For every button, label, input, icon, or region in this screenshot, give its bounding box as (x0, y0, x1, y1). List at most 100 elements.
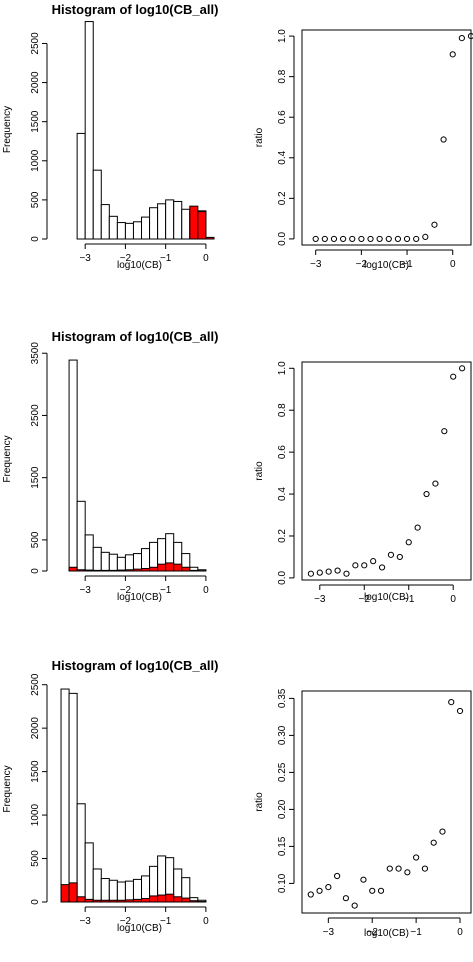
scatter-point-4-13 (423, 490, 430, 498)
highlight-bar-5-11 (149, 895, 159, 903)
hist-bar-3-10 (149, 541, 159, 572)
scatter-point-2-12 (422, 233, 429, 240)
scatter-point-6-12 (413, 854, 420, 861)
y-axis-label-3: Frequency (2, 435, 13, 482)
x-tick-label-3-1: −2 (120, 585, 132, 596)
y-tick-label-2-4: 0.8 (277, 69, 288, 83)
highlight-bar-5-14 (173, 896, 183, 903)
hist-bar-1-12 (173, 200, 183, 240)
highlight-bar-3-13 (173, 563, 183, 572)
scatter-point-4-17 (459, 365, 466, 372)
chart-title-1: Histogram of log10(CB_all) (52, 2, 219, 17)
scatter-point-6-2 (325, 884, 332, 891)
x-axis-label-5: log10(CB) (117, 923, 162, 934)
scatter-point-6-14 (430, 839, 437, 846)
highlight-bar-3-2 (84, 569, 94, 572)
highlight-bar-3-0 (68, 566, 78, 572)
scatter-point-2-1 (321, 235, 328, 243)
scatter-point-4-11 (405, 539, 412, 546)
hist-bar-3-7 (124, 554, 134, 572)
y-tick-label-3-2: 1500 (30, 466, 41, 489)
x-tick-label-5-3: 0 (203, 916, 209, 927)
hist-bar-5-1 (68, 692, 78, 903)
highlight-bar-5-9 (132, 898, 143, 903)
y-tick-label-2-2: 0.4 (277, 150, 288, 164)
hist-bar-5-5 (100, 878, 110, 903)
y-tick-label-6-2: 0.20 (277, 799, 288, 819)
scatter-point-2-6 (367, 235, 374, 243)
highlight-bar-3-12 (165, 562, 175, 572)
hist-bar-3-4 (100, 551, 110, 572)
hist-bar-1-2 (92, 169, 102, 240)
x-tick-label-6-0: −3 (323, 927, 335, 938)
scatter-point-6-13 (421, 865, 429, 872)
highlight-bar-5-6 (108, 899, 118, 903)
scatter-point-6-15 (439, 828, 446, 835)
y-tick-label-6-1: 0.15 (277, 836, 288, 856)
y-axis-label-2: ratio (254, 127, 265, 147)
scatter-point-4-8 (378, 564, 386, 571)
y-tick-label-3-0: 0 (30, 568, 41, 574)
hist-bar-3-3 (92, 546, 102, 572)
highlight-bar-5-13 (165, 893, 175, 903)
scatter-point-4-2 (325, 568, 332, 575)
hist-bar-1-5 (116, 222, 126, 240)
x-tick-label-3-0: −3 (79, 585, 91, 596)
x-tick-label-3-2: −1 (160, 585, 172, 596)
hist-bar-1-3 (100, 204, 110, 240)
hist-bar-1-10 (157, 203, 167, 240)
scatter-point-6-16 (448, 699, 455, 706)
y-tick-label-5-2: 1000 (30, 804, 41, 827)
hist-bar-3-1 (76, 500, 86, 572)
x-tick-label-2-2: −1 (401, 259, 413, 270)
scatter-point-2-3 (340, 235, 347, 243)
hist-bar-5-9 (132, 878, 143, 903)
y-tick-label-4-2: 0.4 (277, 487, 288, 501)
highlight-bar-5-15 (181, 897, 191, 903)
highlight-bar-3-3 (92, 569, 102, 572)
x-tick-label-4-0: −3 (314, 594, 326, 605)
highlight-bar-5-16 (189, 900, 199, 903)
y-tick-label-1-2: 1000 (30, 149, 41, 172)
highlight-bar-1-16 (205, 236, 215, 240)
y-tick-label-6-5: 0.35 (277, 688, 288, 708)
scatter-point-2-13 (431, 221, 438, 228)
scatter-point-4-12 (414, 524, 421, 531)
y-tick-label-1-3: 1500 (30, 110, 41, 133)
x-tick-label-1-0: −3 (79, 253, 91, 264)
scatter-point-6-11 (404, 869, 411, 876)
x-tick-label-1-3: 0 (203, 253, 209, 264)
y-tick-label-5-5: 2500 (30, 673, 41, 696)
highlight-bar-5-0 (60, 884, 70, 903)
y-tick-label-4-3: 0.6 (277, 445, 288, 459)
y-tick-label-2-1: 0.2 (277, 191, 288, 205)
plot-box-6 (301, 690, 472, 914)
x-tick-label-6-2: −1 (410, 927, 422, 938)
y-tick-label-4-0: 0.0 (277, 571, 288, 585)
highlight-bar-5-3 (84, 898, 94, 903)
y-tick-label-3-1: 500 (30, 531, 41, 548)
hist-bar-3-6 (116, 556, 126, 572)
highlight-bar-3-4 (100, 569, 110, 572)
y-tick-label-2-0: 0.0 (277, 232, 288, 246)
scatter-point-4-14 (432, 480, 439, 487)
y-tick-label-3-4: 3500 (30, 342, 41, 365)
x-tick-label-5-2: −1 (160, 916, 172, 927)
x-tick-label-6-1: −2 (367, 927, 379, 938)
scatter-point-6-1 (316, 887, 323, 894)
y-tick-label-5-3: 1500 (30, 760, 41, 783)
hist-bar-1-9 (149, 207, 159, 240)
scatter-point-4-1 (316, 569, 323, 576)
x-axis-label-4: log10(CB) (364, 592, 409, 603)
scatter-point-2-0 (312, 235, 319, 243)
x-tick-label-6-3: 0 (457, 927, 463, 938)
highlight-bar-3-5 (108, 569, 118, 572)
y-tick-label-4-4: 0.8 (277, 403, 288, 417)
x-tick-label-2-0: −3 (310, 259, 322, 270)
highlight-bar-1-14 (189, 205, 199, 240)
y-tick-label-4-5: 1.0 (277, 361, 288, 375)
chart-title-5: Histogram of log10(CB_all) (52, 658, 219, 673)
y-tick-label-1-1: 500 (30, 191, 41, 208)
y-tick-label-5-4: 2000 (30, 717, 41, 740)
